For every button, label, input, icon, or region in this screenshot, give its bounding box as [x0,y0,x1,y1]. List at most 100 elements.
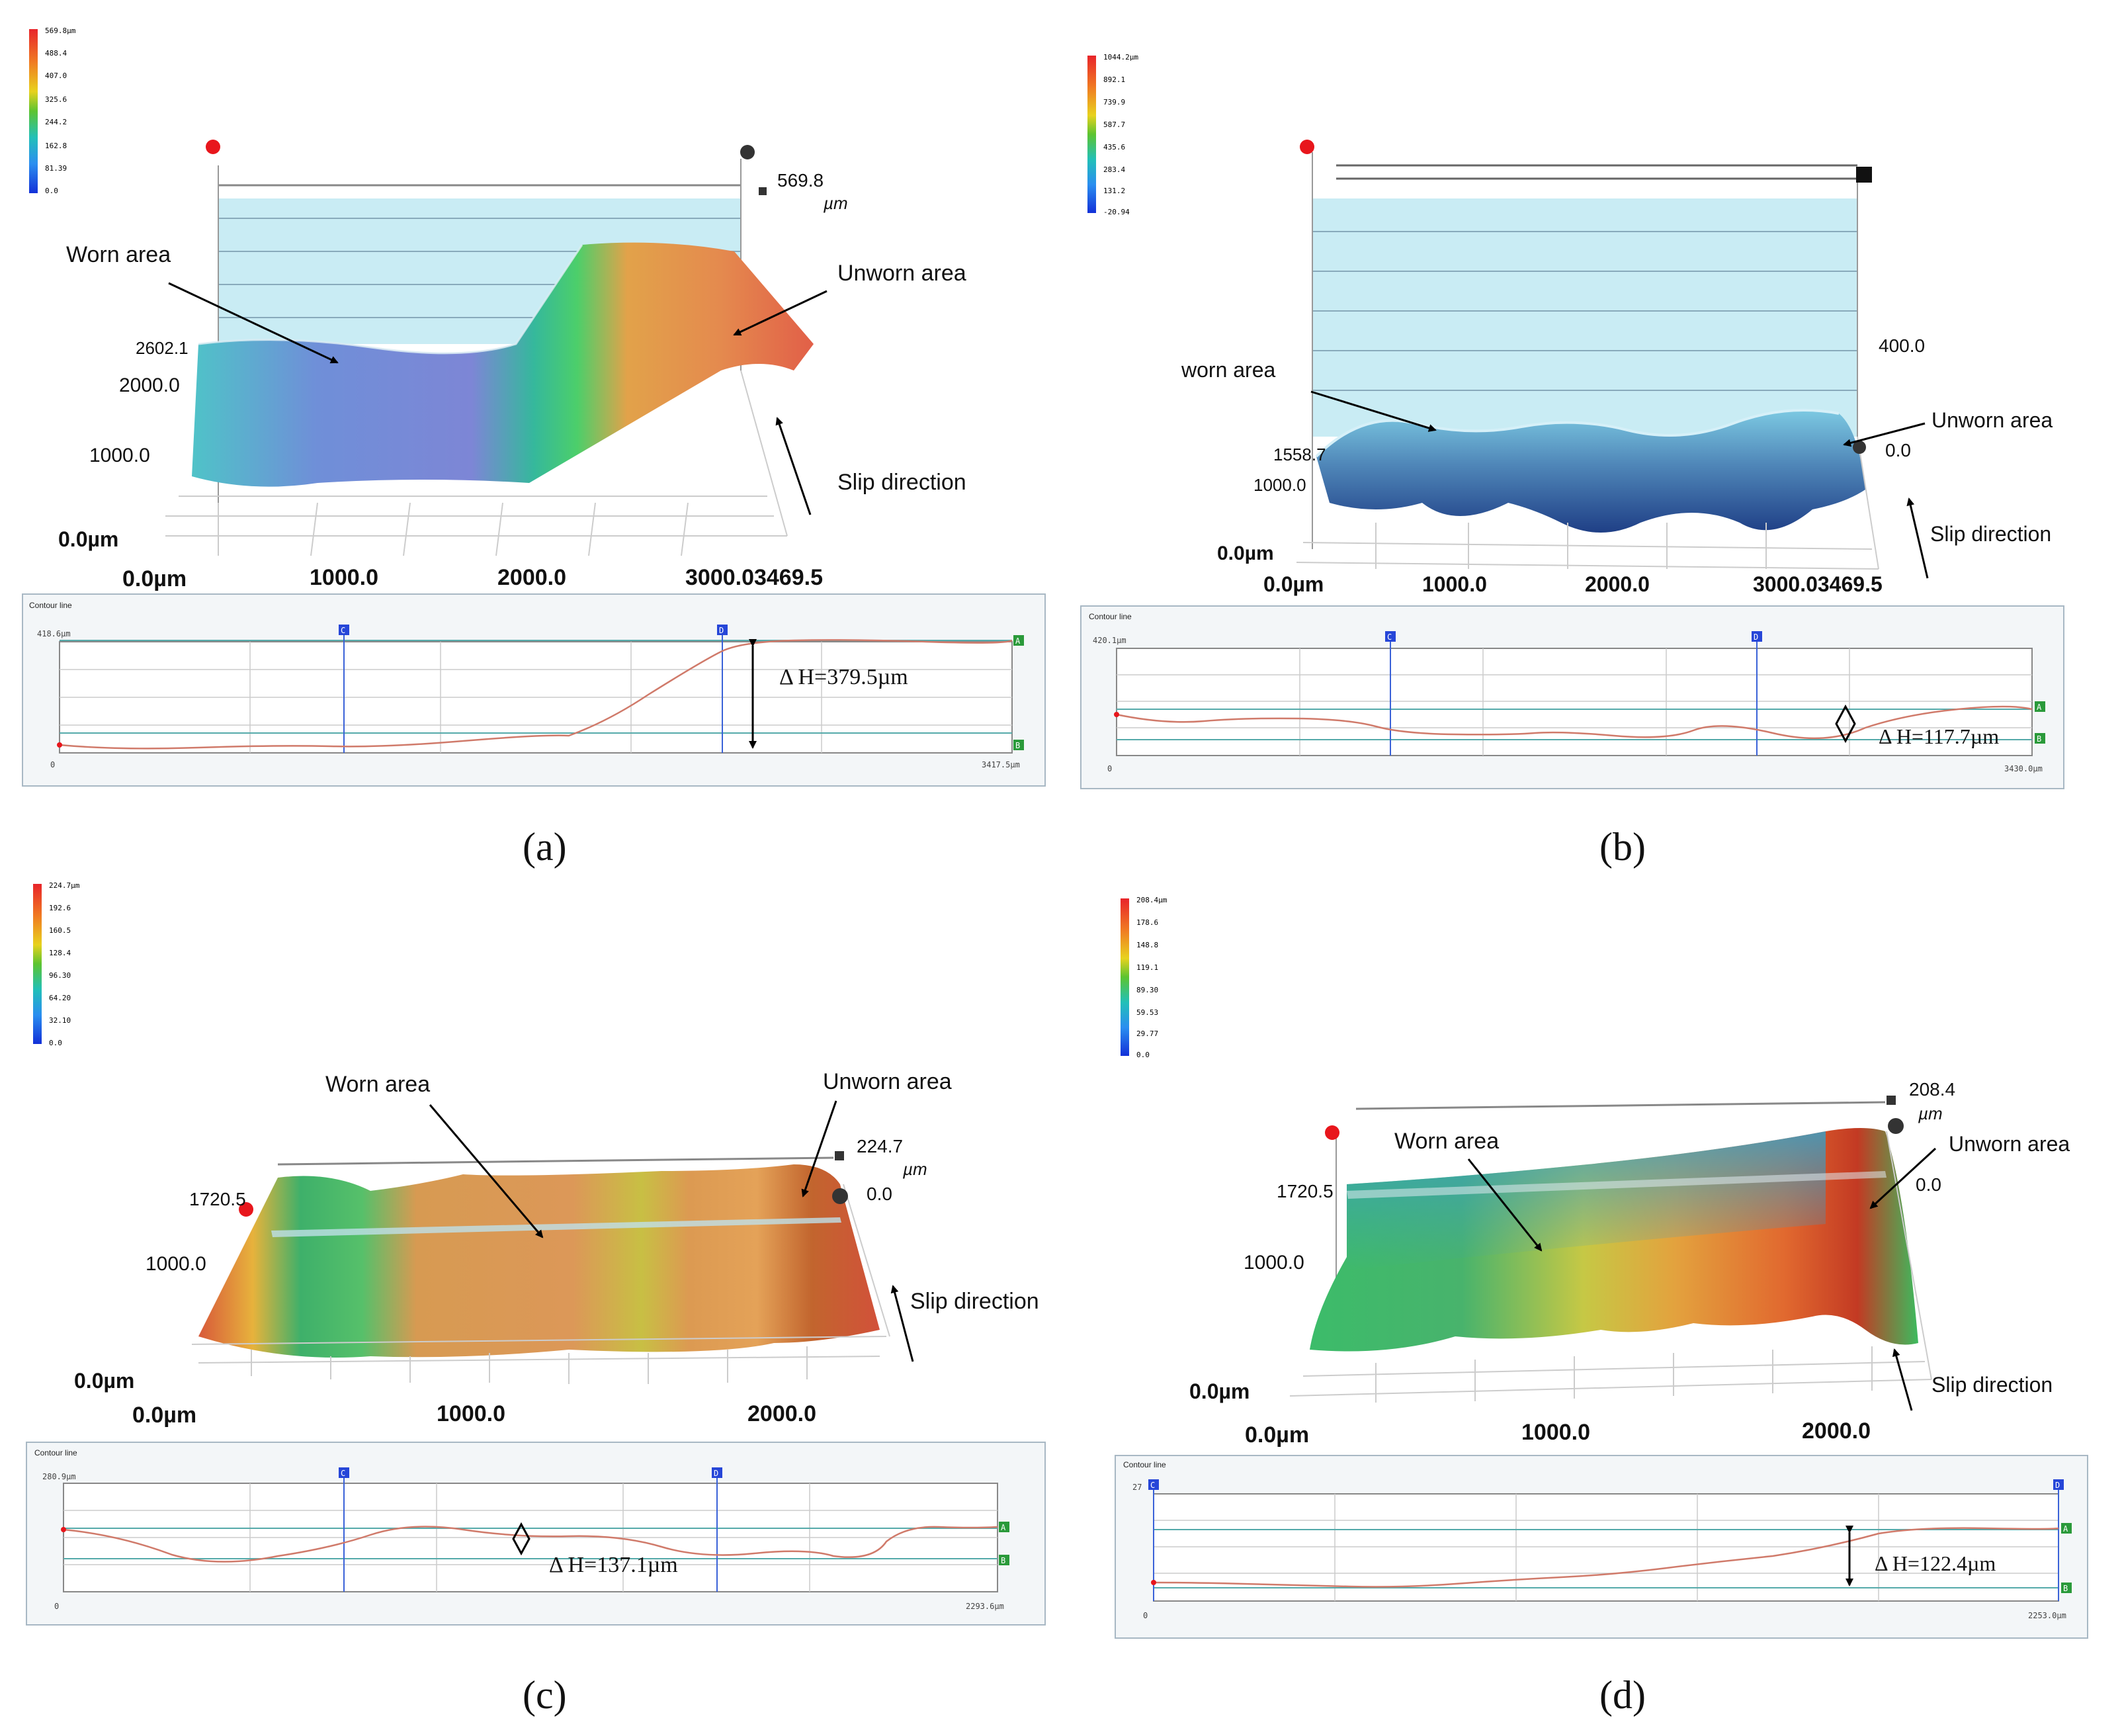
delta-h-diamond-c [512,1522,530,1556]
contour-ymax-a: 418.6µm [37,629,71,638]
x-tick-a-2: 1000.0 [310,565,378,590]
slip-direction-label-c: Slip direction [910,1289,1039,1314]
contour-xend-d: 2253.0µm [2028,1611,2066,1620]
contour-xstart-d: 0 [1143,1611,1148,1620]
marker-b-b: B [2037,734,2041,744]
x-tick-a-3: 2000.0 [497,565,566,590]
unworn-arrow-d [1869,1147,1937,1209]
colorbar-a-tick-7: 0.0 [45,187,58,195]
surface-3d-a [165,140,814,556]
colorbar-c-tick-3: 128.4 [49,949,71,957]
x-tick-b-3: 2000.0 [1585,572,1650,596]
panel-c: 224.7µm 192.6 160.5 128.4 96.30 64.20 32… [26,881,1046,1717]
worn-arrow-b [1310,390,1437,432]
contour-title-c: Contour line [34,1448,77,1457]
unworn-area-label-d: Unworn area [1949,1132,2070,1156]
surface-3d-c [191,1151,890,1384]
y-tick-a-3: 1000.0 [89,445,150,466]
colorbar-d-tick-6: 29.77 [1136,1029,1158,1038]
unworn-area-label-a: Unworn area [837,261,966,286]
colorbar-b [1087,56,1096,213]
slip-arrow-a [775,417,812,515]
colorbar-c [33,884,42,1044]
x-tick-b-1: 0.0µm [1263,572,1324,596]
marker-c-a: C [341,626,345,635]
colorbar-a-tick-5: 162.8 [45,142,67,150]
colorbar-a-tick-4: 244.2 [45,118,67,126]
x-tick-c-3: 2000.0 [747,1401,816,1426]
surface-3d-d [1289,1096,1932,1403]
colorbar-d-tick-5: 59.53 [1136,1008,1158,1017]
marker-black-dot-b [1853,441,1866,454]
slip-arrow-c [890,1285,914,1362]
x-tick-d-1: 0.0µm [1245,1422,1309,1448]
y-tick-b-2: 1000.0 [1253,475,1306,495]
colorbar-c-max: 224.7µm [49,881,80,890]
colorbar-b-tick-3: 587.7 [1103,120,1125,129]
x-tick-b-4: 3000.03469.5 [1753,572,1883,596]
colorbar-d-tick-7: 0.0 [1136,1051,1150,1059]
worn-area-label-b: worn area [1181,358,1276,382]
y-tick-a-4: 0.0µm [58,527,118,551]
unworn-area-label-c: Unworn area [823,1069,952,1094]
colorbar-a-tick-6: 81.39 [45,164,67,173]
slip-arrow-d [1892,1348,1913,1411]
x-tick-d-2: 1000.0 [1521,1420,1590,1445]
y-tick-c-3: 0.0µm [74,1369,134,1393]
panel-a: 569.8µm 488.4 407.0 325.6 244.2 162.8 81… [22,26,1046,869]
marker-red-dot-b [1300,140,1314,154]
colorbar-b-tick-4: 435.6 [1103,143,1125,152]
colorbar-d [1121,898,1129,1056]
panel-b: 1044.2µm 892.1 739.9 587.7 435.6 283.4 1… [1080,53,2064,869]
colorbar-d-tick-2: 148.8 [1136,941,1158,949]
delta-h-b: Δ H=117.7µm [1879,724,1999,748]
marker-black-dot-a [740,145,755,159]
contour-ymax-b: 420.1µm [1093,636,1126,645]
colorbar-b-tick-6: 131.2 [1103,187,1125,195]
marker-c-c: C [341,1469,345,1478]
y-tick-b-3: 0.0µm [1217,542,1274,564]
colorbar-d-tick-1: 178.6 [1136,918,1158,927]
contour-ymax-c: 280.9µm [42,1472,76,1481]
z-unit-d: µm [1918,1104,1943,1123]
y-tick-b-1: 1558.7 [1273,445,1326,464]
z-top-a: 569.8 [777,170,824,191]
colorbar-c-tick-1: 192.6 [49,904,71,912]
slip-direction-label-b: Slip direction [1930,522,2051,546]
worn-arrow-c [429,1104,544,1238]
delta-h-diamond-b [1835,704,1856,744]
z-top-b: 400.0 [1879,335,1925,356]
colorbar-c-tick-2: 160.5 [49,926,71,935]
y-tick-c-2: 1000.0 [146,1253,206,1275]
marker-d-c: D [714,1469,718,1478]
x-tick-c-1: 0.0µm [132,1403,196,1428]
colorbar-a-tick-2: 407.0 [45,71,67,80]
colorbar-c-tick-5: 64.20 [49,994,71,1002]
x-tick-b-2: 1000.0 [1422,572,1487,596]
marker-b-d: B [2063,1584,2068,1593]
marker-a-a: A [1015,636,1021,646]
x-tick-a-4: 3000.03469.5 [685,565,823,590]
x-tick-d-3: 2000.0 [1802,1418,1871,1444]
worn-area-label-a: Worn area [66,242,171,267]
colorbar-c-tick-7: 0.0 [49,1039,62,1047]
y-tick-a-1: 2602.1 [136,338,189,358]
colorbar-d-tick-4: 89.30 [1136,986,1158,994]
marker-black-square-b [1856,167,1872,183]
slip-direction-label-a: Slip direction [837,470,966,495]
contour-window-b: Contour line C D A B 420.1µm 0 3430.0µm … [1080,605,2064,789]
colorbar-d-tick-3: 119.1 [1136,963,1158,972]
panel-d: 208.4µm 178.6 148.8 119.1 89.30 59.53 29… [1115,896,2088,1717]
y-tick-a-2: 2000.0 [119,374,180,396]
marker-b-a: B [1015,741,1020,750]
contour-title-b: Contour line [1089,612,1132,621]
contour-xend-a: 3417.5µm [982,760,1020,769]
slip-direction-label-d: Slip direction [1931,1373,2053,1397]
colorbar-a [29,29,38,193]
marker-black-dot-d [1888,1118,1904,1134]
x-tick-a-1: 0.0µm [122,566,187,591]
contour-xstart-b: 0 [1107,764,1112,773]
unworn-arrow-c [801,1100,837,1197]
worn-area-label-d: Worn area [1394,1129,1499,1154]
worn-arrow-a [168,282,339,364]
